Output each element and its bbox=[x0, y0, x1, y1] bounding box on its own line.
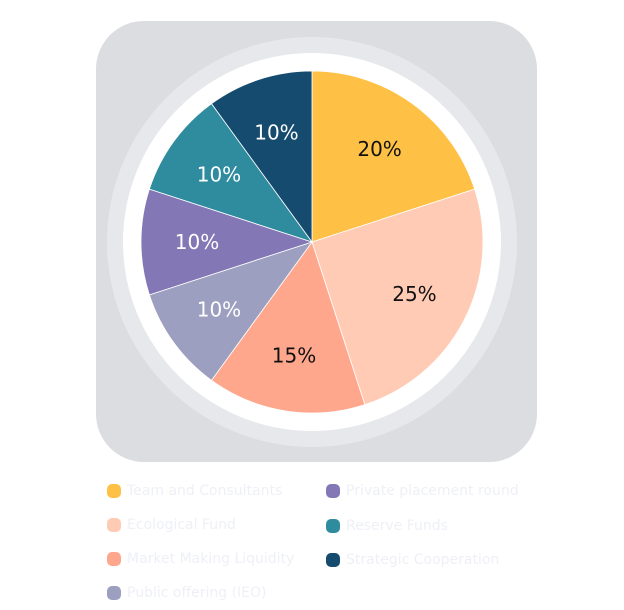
legend-item-6[interactable]: Reserve Funds bbox=[326, 516, 448, 536]
legend-item-7[interactable]: Strategic Cooperation bbox=[326, 550, 499, 570]
legend-item-1[interactable]: Team and Consultants bbox=[107, 481, 282, 501]
legend-label: Private placement round bbox=[346, 483, 519, 499]
slice-percent-label-5: 10% bbox=[175, 230, 219, 254]
slice-percent-label-2: 25% bbox=[392, 282, 436, 306]
legend-swatch bbox=[107, 484, 121, 498]
pie-slice-5[interactable] bbox=[140, 188, 314, 296]
legend-swatch bbox=[107, 518, 121, 532]
pie-slice-7[interactable] bbox=[210, 70, 313, 244]
slice-percent-label-4: 10% bbox=[197, 298, 241, 322]
legend-item-3[interactable]: Market Making Liquidity bbox=[107, 549, 294, 569]
legend-label: Ecological Fund bbox=[127, 517, 236, 533]
slice-percent-label-7: 10% bbox=[254, 121, 298, 145]
slice-percent-label-1: 20% bbox=[357, 137, 401, 161]
pie-slice-6[interactable] bbox=[148, 103, 314, 243]
legend-swatch bbox=[326, 519, 340, 533]
legend-item-4[interactable]: Public offering (IEO) bbox=[107, 583, 266, 603]
pie-slice-3[interactable] bbox=[210, 241, 366, 414]
legend-item-5[interactable]: Private placement round bbox=[326, 481, 519, 501]
legend-label: Market Making Liquidity bbox=[127, 551, 295, 567]
legend-label: Public offering (IEO) bbox=[127, 585, 267, 601]
pie-slice-2[interactable] bbox=[311, 188, 484, 406]
legend-swatch bbox=[326, 484, 340, 498]
pie-slice-1[interactable] bbox=[311, 70, 476, 243]
legend-item-2[interactable]: Ecological Fund bbox=[107, 515, 236, 535]
pie-slice-4[interactable] bbox=[148, 241, 314, 381]
legend-swatch bbox=[326, 553, 340, 567]
legend-swatch bbox=[107, 586, 121, 600]
legend-label: Reserve Funds bbox=[346, 518, 448, 534]
legend-swatch bbox=[107, 552, 121, 566]
slice-percent-label-3: 15% bbox=[272, 344, 316, 368]
legend-label: Team and Consultants bbox=[127, 483, 283, 499]
legend-label: Strategic Cooperation bbox=[346, 552, 500, 568]
slice-percent-label-6: 10% bbox=[197, 162, 241, 186]
